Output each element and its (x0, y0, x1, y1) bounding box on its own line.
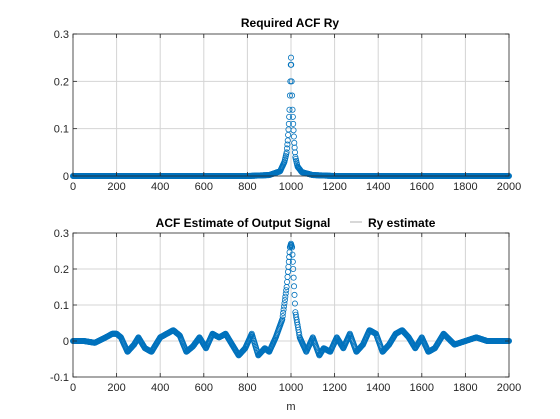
data-point (282, 293, 289, 300)
data-point (290, 133, 297, 140)
x-tick-label: 1400 (366, 382, 390, 394)
x-tick-label: 1200 (322, 181, 346, 193)
bottom-x-ticks: 0 200 400 600 800 1000 1200 1400 1600 1800 2000 (70, 233, 521, 394)
x-tick-label: 0 (70, 181, 76, 193)
data-point (291, 291, 298, 298)
data-point (286, 92, 293, 99)
data-point (290, 127, 297, 134)
x-tick-label: 600 (195, 382, 213, 394)
data-point (289, 106, 296, 113)
data-point (286, 106, 293, 113)
data-point (281, 300, 288, 307)
y-tick-label: 0.1 (54, 124, 69, 136)
bottom-x-axis-label: m (286, 401, 295, 413)
top-y-ticks: 0 0.1 0.2 0.3 (54, 29, 509, 183)
bottom-subplot-title: ACF Estimate of Output Signal (156, 216, 331, 230)
x-tick-label: 1000 (279, 181, 303, 193)
legend: Ry estimate (350, 216, 436, 230)
data-point (283, 145, 290, 152)
data-point (284, 278, 291, 285)
x-tick-label: 2000 (497, 382, 521, 394)
data-point (290, 120, 297, 127)
data-point (285, 131, 292, 138)
data-point (283, 283, 290, 290)
data-point (281, 296, 288, 303)
y-tick-label: 0 (63, 171, 69, 183)
x-tick-label: 400 (151, 181, 169, 193)
data-point (291, 139, 298, 146)
x-tick-label: 200 (107, 181, 125, 193)
legend-entry-ry-estimate: Ry estimate (368, 216, 436, 230)
data-point (288, 61, 295, 68)
data-point (291, 283, 298, 290)
x-tick-label: 0 (70, 382, 76, 394)
data-point (284, 141, 291, 148)
y-tick-label: 0.2 (54, 76, 69, 88)
data-point (289, 92, 296, 99)
y-tick-label: 0.1 (54, 300, 69, 312)
bottom-subplot: ACF Estimate of Output Signal Ry estimat… (50, 216, 521, 413)
data-point (281, 303, 288, 310)
y-tick-label: 0.3 (54, 228, 69, 240)
y-tick-label: 0.3 (54, 29, 69, 41)
x-tick-label: 600 (195, 181, 213, 193)
data-point (283, 149, 290, 156)
x-tick-label: 800 (238, 181, 256, 193)
x-tick-label: 1600 (410, 181, 434, 193)
x-tick-label: 1200 (322, 382, 346, 394)
data-point (279, 316, 286, 323)
data-point (284, 273, 291, 280)
data-point (286, 113, 293, 120)
data-point (282, 290, 289, 297)
data-point (296, 331, 303, 338)
y-tick-label: 0.2 (54, 264, 69, 276)
x-tick-label: 1600 (410, 382, 434, 394)
top-grid (73, 34, 509, 176)
data-point (290, 274, 297, 281)
x-tick-label: 2000 (497, 181, 521, 193)
x-tick-label: 1400 (366, 181, 390, 193)
data-point (290, 265, 297, 272)
data-point (285, 126, 292, 133)
data-point (279, 313, 286, 320)
x-tick-label: 1800 (453, 382, 477, 394)
data-point (289, 113, 296, 120)
data-point (284, 268, 291, 275)
data-point (289, 244, 296, 251)
y-tick-label: 0 (63, 336, 69, 348)
bottom-y-ticks: -0.1 0 0.1 0.2 0.3 (50, 228, 509, 384)
data-point (285, 120, 292, 127)
data-point (283, 287, 290, 294)
data-point (289, 258, 296, 265)
x-tick-label: 400 (151, 382, 169, 394)
data-point (291, 144, 298, 151)
y-tick-label: -0.1 (50, 372, 69, 384)
top-x-ticks: 0 200 400 600 800 1000 1200 1400 1600 1800 2000 (70, 34, 521, 193)
data-point (284, 137, 291, 144)
data-point (289, 251, 296, 258)
x-tick-label: 200 (107, 382, 125, 394)
bottom-data-points (70, 240, 512, 359)
x-tick-label: 800 (238, 382, 256, 394)
top-subplot: Required ACF Ry 0 200 400 600 800 1000 1200 140… (54, 16, 522, 193)
data-point (280, 306, 287, 313)
data-point (288, 78, 295, 85)
data-point (291, 300, 298, 307)
data-point (287, 54, 294, 61)
data-point (280, 309, 287, 316)
x-tick-label: 1800 (453, 181, 477, 193)
data-point (291, 149, 298, 156)
x-tick-label: 1000 (279, 382, 303, 394)
top-subplot-title: Required ACF Ry (241, 16, 340, 30)
